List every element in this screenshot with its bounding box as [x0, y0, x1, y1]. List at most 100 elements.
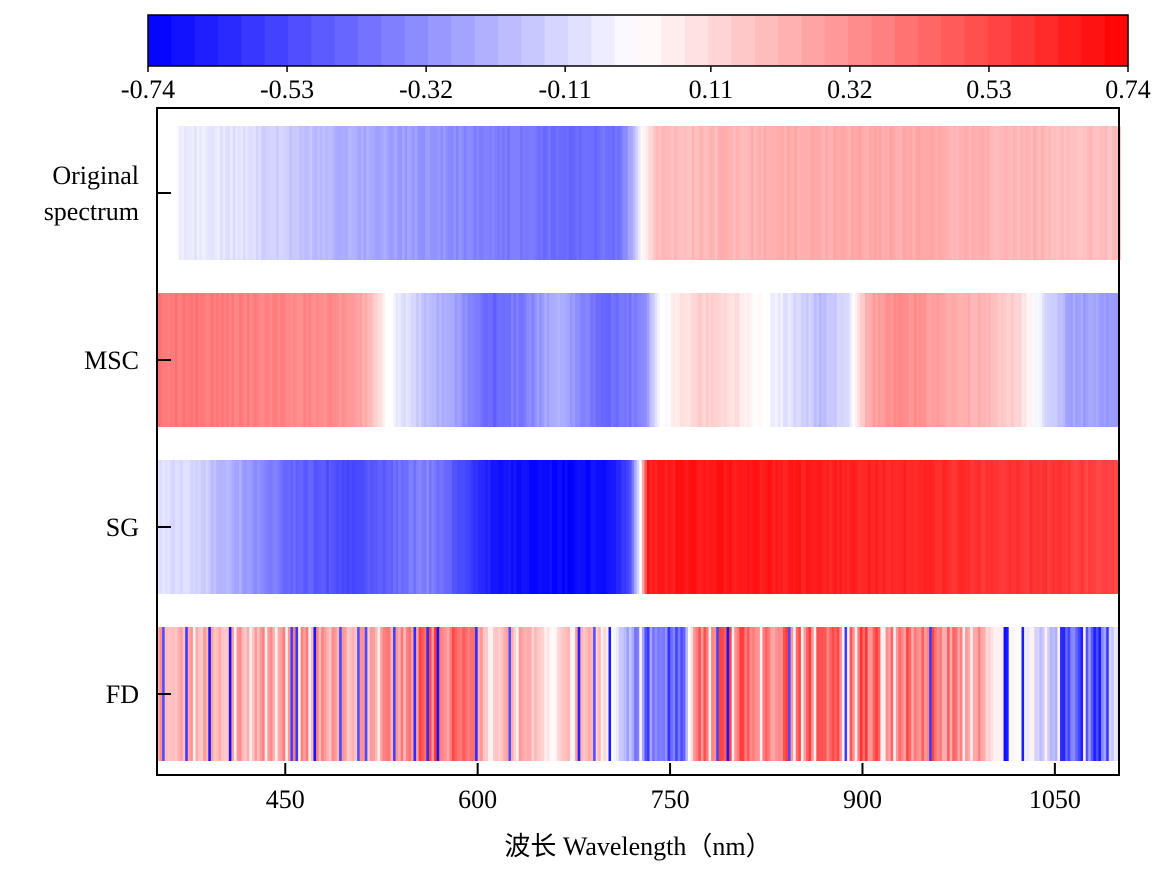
heatmap-cell — [267, 627, 271, 761]
heatmap-cell — [852, 627, 856, 761]
heatmap-cell — [385, 293, 389, 427]
heatmap-cell — [300, 460, 304, 594]
heatmap-cell — [587, 293, 591, 427]
heatmap-cell — [180, 627, 184, 761]
heatmap-cell — [471, 126, 475, 260]
heatmap-cell — [423, 293, 427, 427]
heatmap-cell — [1081, 126, 1085, 260]
heatmap-cell — [395, 460, 399, 594]
heatmap-cell — [711, 627, 715, 761]
heatmap-cell — [223, 627, 227, 761]
heatmap-cell — [670, 627, 674, 761]
heatmap-cell — [305, 460, 309, 594]
heatmap-cell — [998, 293, 1002, 427]
heatmap-cell — [1002, 126, 1006, 260]
heatmap-cell — [408, 460, 412, 594]
heatmap-cell — [664, 460, 668, 594]
heatmap-cell — [217, 126, 221, 260]
heatmap-cell — [325, 126, 328, 260]
heatmap-cell — [723, 460, 727, 594]
heatmap-cell — [499, 126, 503, 260]
heatmap-cell — [452, 293, 455, 427]
heatmap-cell — [817, 126, 821, 260]
x-tick-label: 900 — [843, 785, 882, 814]
heatmap-cell — [231, 460, 235, 594]
heatmap-cell — [1090, 293, 1094, 427]
heatmap-cell — [176, 126, 180, 260]
heatmap-cell — [259, 293, 263, 427]
heatmap-cell — [336, 627, 340, 761]
heatmap-cell — [1095, 293, 1099, 427]
heatmap-cell — [519, 126, 523, 260]
heatmap-cell — [472, 627, 476, 761]
heatmap-cell — [926, 627, 930, 761]
heatmap-cell — [995, 627, 999, 761]
heatmap-cell — [700, 627, 704, 761]
heatmap-cell — [862, 293, 866, 427]
heatmap-cell — [777, 460, 781, 594]
heatmap-cell — [702, 126, 706, 260]
heatmap-cell — [941, 460, 945, 594]
heatmap-cell — [587, 460, 591, 594]
heatmap-cell — [785, 460, 789, 594]
heatmap-cell — [460, 126, 464, 260]
heatmap-cell — [421, 293, 425, 427]
heatmap-cell — [1092, 126, 1096, 260]
heatmap-cell — [773, 126, 777, 260]
heatmap-cell — [1004, 126, 1008, 260]
heatmap-cell — [739, 460, 743, 594]
heatmap-cell — [931, 293, 935, 427]
heatmap-cell — [334, 460, 337, 594]
heatmap-cell — [646, 293, 650, 427]
heatmap-cell — [980, 627, 984, 761]
heatmap-cell — [857, 293, 861, 427]
heatmap-cell — [850, 126, 854, 260]
heatmap-cell — [679, 126, 683, 260]
heatmap-cell — [893, 293, 897, 427]
heatmap-cell — [802, 126, 806, 260]
heatmap-cell — [721, 460, 725, 594]
heatmap-cell — [239, 460, 243, 594]
heatmap-cell — [536, 460, 540, 594]
heatmap-cell — [641, 627, 645, 761]
heatmap-cell — [899, 126, 903, 260]
heatmap-cell — [830, 126, 834, 260]
heatmap-cell — [399, 126, 403, 260]
heatmap-cell — [1103, 627, 1107, 761]
heatmap-cell — [721, 627, 725, 761]
heatmap-cell — [977, 460, 981, 594]
heatmap-cell — [1077, 293, 1081, 427]
heatmap-cell — [838, 126, 842, 260]
heatmap-cell — [699, 126, 703, 260]
heatmap-cell — [316, 627, 320, 761]
heatmap-cell — [434, 627, 438, 761]
heatmap-cell — [1029, 293, 1033, 427]
heatmap-cell — [705, 460, 709, 594]
heatmap-cell — [772, 460, 776, 594]
heatmap-cell — [272, 293, 276, 427]
heatmap-cell — [241, 460, 245, 594]
heatmap-cell — [526, 627, 530, 761]
heatmap-cell — [528, 627, 532, 761]
heatmap-cell — [936, 293, 940, 427]
heatmap-cell — [605, 293, 609, 427]
heatmap-cell — [1003, 460, 1007, 594]
heatmap-cell — [620, 126, 624, 260]
heatmap-cell — [662, 460, 666, 594]
heatmap-cell — [292, 627, 296, 761]
heatmap-cell — [487, 627, 491, 761]
heatmap-cell — [507, 126, 511, 260]
heatmap-cell — [957, 627, 961, 761]
heatmap-cell — [613, 627, 617, 761]
heatmap-cell — [1008, 293, 1012, 427]
heatmap-cell — [650, 126, 654, 260]
heatmap-cell — [413, 293, 417, 427]
heatmap-cell — [949, 627, 953, 761]
heatmap-cell — [762, 293, 766, 427]
heatmap-cell — [308, 627, 312, 761]
heatmap-cell — [707, 126, 711, 260]
heatmap-cell — [498, 627, 502, 761]
heatmap-cell — [425, 126, 429, 260]
heatmap-cell — [536, 627, 540, 761]
heatmap-cell — [1035, 126, 1039, 260]
